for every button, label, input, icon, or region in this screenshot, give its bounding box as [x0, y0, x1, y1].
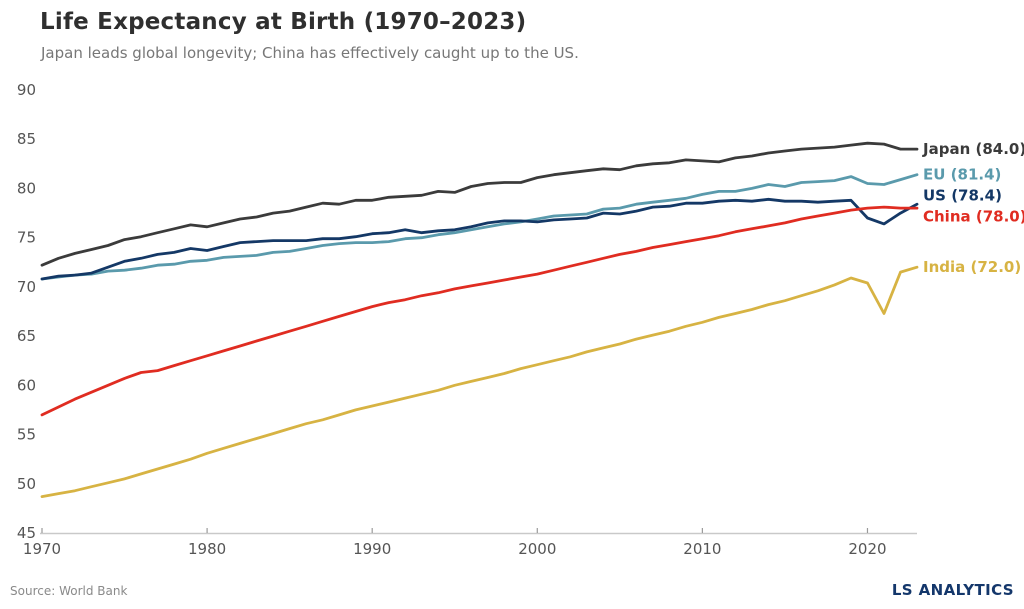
- chart-title: Life Expectancy at Birth (1970–2023): [40, 9, 527, 35]
- series-line-us: [40, 197, 919, 281]
- series-end-label-eu: EU (81.4): [923, 166, 1001, 184]
- x-tick-label: 1970: [23, 540, 61, 558]
- y-tick-label: 60: [17, 376, 36, 394]
- series-end-label-china: China (78.0): [923, 208, 1024, 226]
- source-note: Source: World Bank: [10, 584, 128, 598]
- brand-logo: LS ANALYTICS: [891, 581, 1014, 599]
- series-line-eu: [40, 173, 919, 281]
- series-line-china: [40, 205, 919, 417]
- y-tick-label: 55: [17, 426, 36, 444]
- y-tick-label: 45: [17, 524, 36, 542]
- x-tick-label: 1980: [188, 540, 226, 558]
- series-line-india: [40, 265, 919, 499]
- x-tick-label: 2010: [683, 540, 721, 558]
- y-tick-label: 50: [17, 475, 36, 493]
- series-end-label-india: India (72.0): [923, 258, 1021, 276]
- y-tick-label: 65: [17, 327, 36, 345]
- y-tick-label: 90: [17, 81, 36, 99]
- x-tick-label: 2000: [518, 540, 556, 558]
- x-tick-label: 2020: [848, 540, 886, 558]
- series-end-label-us: US (78.4): [923, 187, 1002, 205]
- y-tick-label: 75: [17, 229, 36, 247]
- y-tick-label: 80: [17, 179, 36, 197]
- series-end-label-japan: Japan (84.0): [922, 140, 1024, 158]
- chart-subtitle: Japan leads global longevity; China has …: [41, 44, 579, 62]
- y-tick-label: 85: [17, 130, 36, 148]
- series-line-japan: [40, 141, 919, 267]
- x-tick-label: 1990: [353, 540, 391, 558]
- y-tick-label: 70: [17, 278, 36, 296]
